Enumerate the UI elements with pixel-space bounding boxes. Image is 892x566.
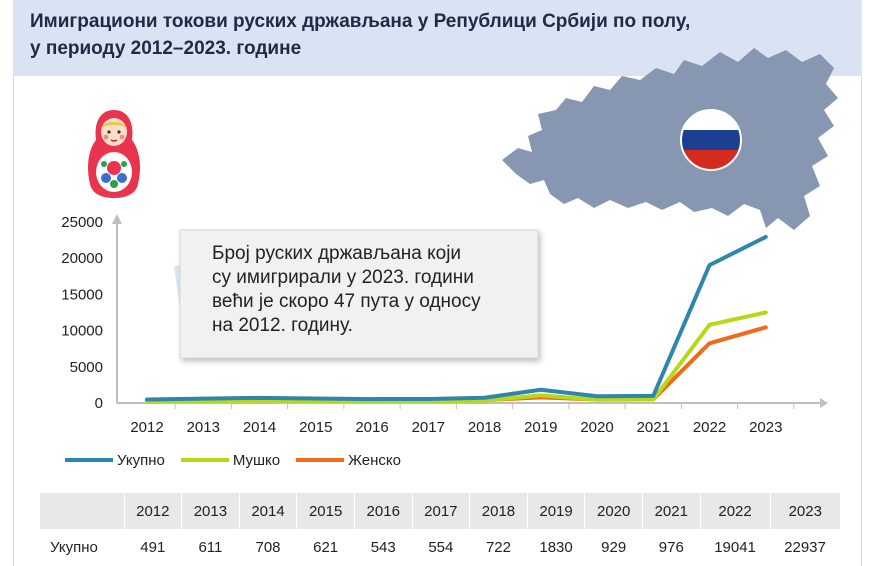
y-tick-label: 5000 <box>70 359 103 376</box>
table-corner-cell <box>40 493 124 529</box>
table-row-label: Укупно <box>50 538 98 556</box>
table-row: Укупно 491 611 708 621 543 554 722 1830 929 976 190… <box>40 529 840 565</box>
russia-flag-icon <box>680 109 742 171</box>
chart-title: Имиграциони токови руских држављана у Ре… <box>30 8 790 62</box>
table-cell: 543 <box>370 538 396 556</box>
callout-text: Број руских држављана који су имигрирали… <box>212 242 530 338</box>
y-axis-arrow <box>112 214 122 224</box>
matryoshka-doll-icon <box>88 110 140 198</box>
table-header-year: 2021 <box>641 493 701 529</box>
table-cell: 554 <box>428 538 454 556</box>
table-cell: 491 <box>140 538 166 556</box>
table-cell: 976 <box>658 538 684 556</box>
table-cell: 22937 <box>784 538 826 556</box>
callout-line-4: на 2012. годину. <box>212 315 353 336</box>
table-header-year: 2014 <box>238 493 297 529</box>
y-tick-label: 15000 <box>61 286 103 303</box>
y-tick-label: 10000 <box>61 323 103 340</box>
russia-map-icon <box>502 48 838 230</box>
table-header-row: 2012 2013 2014 2015 2016 2017 2018 2019 2020 2021… <box>40 493 840 529</box>
callout-line-3: већи је скоро 47 пута у односу <box>212 291 481 312</box>
x-tick-label: 2013 <box>187 419 220 436</box>
table-header-year: 2018 <box>469 493 528 529</box>
x-tick-label: 2022 <box>693 419 726 436</box>
chart-legend: Укупно Мушко Женско <box>65 448 417 472</box>
x-axis-arrow <box>820 398 828 408</box>
table-header-year: 2015 <box>296 493 355 529</box>
legend-swatch-female <box>296 458 345 462</box>
series-line-total <box>145 234 768 402</box>
table-header-year: 2023 <box>769 493 840 529</box>
data-table: 2012 2013 2014 2015 2016 2017 2018 2019 2020 2021… <box>40 493 840 565</box>
x-tick-label: 2023 <box>749 419 782 436</box>
series-line-male <box>145 310 768 404</box>
table-cell: 19041 <box>714 538 756 556</box>
table-header-year: 2019 <box>526 493 585 529</box>
title-line-2: у периоду 2012–2023. године <box>30 38 302 59</box>
legend-label-male: Мушко <box>232 451 281 469</box>
table-cell: 722 <box>485 538 511 556</box>
legend-label-female: Женско <box>348 451 401 469</box>
table-header-year: 2013 <box>181 493 240 529</box>
legend-item-male: Мушко <box>180 451 281 469</box>
table-cell: 611 <box>198 538 223 556</box>
x-tick-label: 2021 <box>637 419 670 436</box>
x-tick-label: 2019 <box>524 419 557 436</box>
callout-box <box>174 229 539 359</box>
legend-item-female: Женско <box>296 452 401 469</box>
callout-line-2: су имигрирали у 2023. години <box>212 267 474 288</box>
x-tick-label: 2015 <box>299 419 332 436</box>
y-tick-label: 25000 <box>61 214 103 231</box>
line-chart: 0 5000 10000 15000 20000 25000 2012 2013 2014 201… <box>61 214 828 436</box>
x-tick-label: 2018 <box>468 419 501 436</box>
table-header-year: 2016 <box>353 493 413 529</box>
legend-item-total: Укупно <box>65 452 165 469</box>
legend-swatch-male <box>180 458 229 462</box>
table-header-year: 2020 <box>584 493 643 529</box>
table-header-year: 2022 <box>699 493 771 529</box>
x-tick-label: 2014 <box>243 419 276 436</box>
title-line-1: Имиграциони токови руских држављана у Ре… <box>30 11 691 32</box>
callout-line-1: Број руских држављана који <box>212 243 462 264</box>
table-cell: 621 <box>313 538 339 556</box>
table-cell: 929 <box>601 538 627 556</box>
x-tick-label: 2012 <box>130 419 163 436</box>
legend-label-total: Укупно <box>117 451 165 469</box>
y-tick-label: 0 <box>95 395 103 412</box>
table-header-year: 2017 <box>411 493 470 529</box>
x-tick-label: 2017 <box>412 419 445 436</box>
table-cell: 1830 <box>539 538 573 556</box>
legend-swatch-total <box>65 458 113 462</box>
y-tick-label: 20000 <box>61 250 103 267</box>
table-header-year: 2012 <box>123 493 182 529</box>
x-tick-label: 2020 <box>580 419 613 436</box>
table-cell: 708 <box>255 538 281 556</box>
x-tick-label: 2016 <box>355 419 388 436</box>
